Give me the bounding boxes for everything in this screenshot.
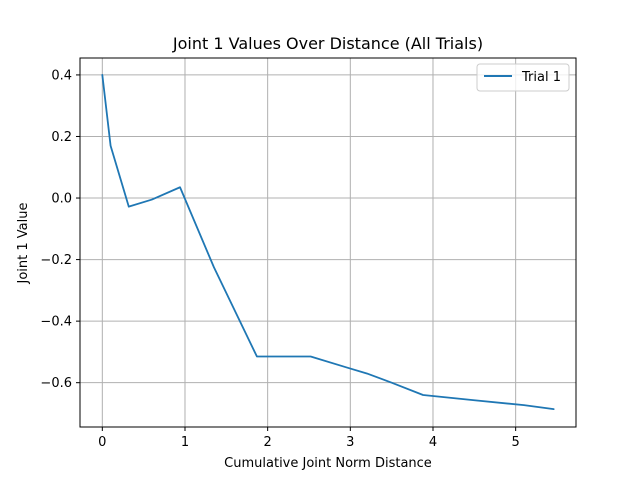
x-axis-ticks: 0 1 2 3 4 5	[98, 427, 520, 450]
legend: Trial 1	[476, 63, 570, 92]
x-axis-label: Cumulative Joint Norm Distance	[224, 456, 432, 471]
grid-lines	[80, 58, 576, 427]
legend-box	[476, 63, 570, 92]
y-tick-label: −0.6	[40, 376, 72, 391]
y-tick-label: 0.2	[51, 130, 72, 145]
x-tick-label: 1	[181, 435, 189, 450]
legend-label-trial-1: Trial 1	[521, 70, 561, 85]
x-tick-label: 0	[98, 435, 106, 450]
x-tick-label: 2	[264, 435, 272, 450]
y-tick-label: 0.0	[51, 192, 72, 207]
series-layer	[101, 74, 555, 411]
plot-frame	[79, 57, 577, 428]
y-tick-label: −0.2	[40, 253, 72, 268]
x-tick-label: 4	[429, 435, 437, 450]
x-tick-label: 5	[512, 435, 520, 450]
y-tick-label: −0.4	[40, 315, 72, 330]
x-tick-label: 3	[346, 435, 354, 450]
y-axis-label: Joint 1 Value	[16, 203, 31, 285]
series-line-trial-1	[101, 74, 555, 411]
y-tick-label: 0.4	[51, 68, 72, 83]
y-axis-ticks: 0.4 0.2 0.0 −0.2 −0.4 −0.6	[40, 68, 80, 391]
chart-title: Joint 1 Values Over Distance (All Trials…	[172, 34, 483, 53]
